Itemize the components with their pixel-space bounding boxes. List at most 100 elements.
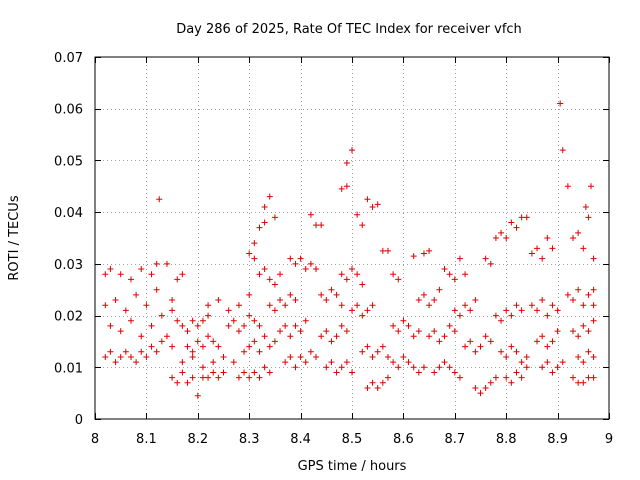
data-point bbox=[169, 343, 176, 350]
data-point bbox=[354, 302, 361, 309]
data-point bbox=[575, 229, 582, 236]
data-point bbox=[292, 364, 299, 371]
data-point bbox=[590, 353, 597, 360]
data-point bbox=[189, 348, 196, 355]
data-point bbox=[256, 224, 263, 231]
data-point bbox=[534, 245, 541, 252]
data-point bbox=[163, 333, 170, 340]
data-point bbox=[292, 322, 299, 329]
data-point bbox=[544, 359, 551, 366]
data-point bbox=[420, 291, 427, 298]
data-point bbox=[590, 286, 597, 293]
data-point bbox=[446, 271, 453, 278]
data-point bbox=[539, 364, 546, 371]
data-point bbox=[379, 379, 386, 386]
data-point bbox=[554, 307, 561, 314]
data-point bbox=[194, 338, 201, 345]
data-point bbox=[564, 291, 571, 298]
data-point bbox=[570, 328, 577, 335]
data-point bbox=[256, 348, 263, 355]
data-point bbox=[271, 214, 278, 221]
data-point bbox=[220, 353, 227, 360]
data-point bbox=[580, 245, 587, 252]
data-point bbox=[235, 302, 242, 309]
data-point bbox=[544, 235, 551, 241]
data-point bbox=[256, 271, 263, 278]
data-point bbox=[364, 343, 371, 350]
data-point bbox=[179, 359, 186, 366]
data-point bbox=[390, 271, 397, 278]
data-point bbox=[441, 359, 448, 366]
data-point bbox=[384, 247, 391, 254]
data-point bbox=[384, 353, 391, 360]
y-axis-label: ROTI / TECUs bbox=[7, 195, 22, 280]
data-point bbox=[590, 374, 597, 381]
data-point bbox=[169, 307, 176, 314]
data-point bbox=[287, 291, 294, 298]
data-point bbox=[557, 100, 564, 107]
data-point bbox=[277, 271, 284, 278]
data-point bbox=[323, 364, 330, 371]
data-point bbox=[333, 291, 340, 298]
data-point bbox=[210, 359, 217, 366]
data-point bbox=[503, 353, 510, 360]
data-point bbox=[261, 203, 268, 210]
data-point bbox=[523, 364, 530, 371]
data-point bbox=[148, 343, 155, 350]
data-point bbox=[400, 353, 407, 360]
x-tick-label: 9 bbox=[605, 432, 613, 447]
data-point bbox=[513, 369, 520, 376]
data-point bbox=[133, 291, 140, 298]
data-point bbox=[246, 250, 253, 257]
data-point bbox=[462, 271, 469, 278]
data-point bbox=[199, 317, 206, 324]
x-tick-label: 8 bbox=[91, 432, 99, 447]
data-point bbox=[431, 369, 438, 376]
data-point bbox=[343, 183, 350, 190]
data-point bbox=[246, 343, 253, 350]
data-point bbox=[112, 359, 119, 366]
data-point bbox=[241, 348, 248, 355]
data-point bbox=[302, 359, 309, 366]
data-point bbox=[323, 328, 330, 335]
data-point bbox=[138, 266, 145, 273]
data-point bbox=[472, 384, 479, 391]
data-points bbox=[102, 100, 597, 399]
data-point bbox=[426, 247, 433, 254]
data-point bbox=[179, 322, 186, 329]
data-point bbox=[420, 364, 427, 371]
data-point bbox=[153, 260, 160, 267]
data-point bbox=[117, 328, 124, 335]
data-point bbox=[287, 333, 294, 340]
data-point bbox=[482, 255, 489, 262]
data-point bbox=[580, 379, 587, 386]
data-point bbox=[282, 322, 289, 329]
data-point bbox=[349, 266, 355, 273]
data-point bbox=[307, 211, 314, 218]
data-point bbox=[349, 307, 355, 314]
data-point bbox=[354, 211, 361, 218]
data-point bbox=[143, 353, 150, 360]
data-point bbox=[117, 353, 124, 360]
data-point bbox=[328, 286, 335, 293]
data-point bbox=[503, 307, 510, 314]
data-point bbox=[436, 338, 443, 345]
data-point bbox=[210, 369, 217, 376]
data-point bbox=[580, 359, 587, 366]
data-point bbox=[199, 374, 206, 381]
data-point bbox=[441, 333, 448, 340]
data-point bbox=[575, 353, 582, 360]
data-point bbox=[582, 203, 589, 210]
data-point bbox=[297, 328, 304, 335]
data-point bbox=[487, 260, 494, 267]
data-point bbox=[487, 338, 494, 345]
data-point bbox=[266, 276, 273, 283]
x-tick-label: 8.3 bbox=[239, 432, 260, 447]
data-point bbox=[395, 328, 402, 335]
data-point bbox=[384, 374, 391, 381]
data-point bbox=[410, 364, 417, 371]
data-point bbox=[426, 302, 433, 309]
axis-ticks: 8 8.1 8.2 8.3 8.4 8.5 8.6 8.7 8.8 8.9 9 0 0.01 0.02 0.… bbox=[54, 51, 613, 447]
data-point bbox=[503, 235, 510, 241]
data-point bbox=[169, 297, 176, 304]
